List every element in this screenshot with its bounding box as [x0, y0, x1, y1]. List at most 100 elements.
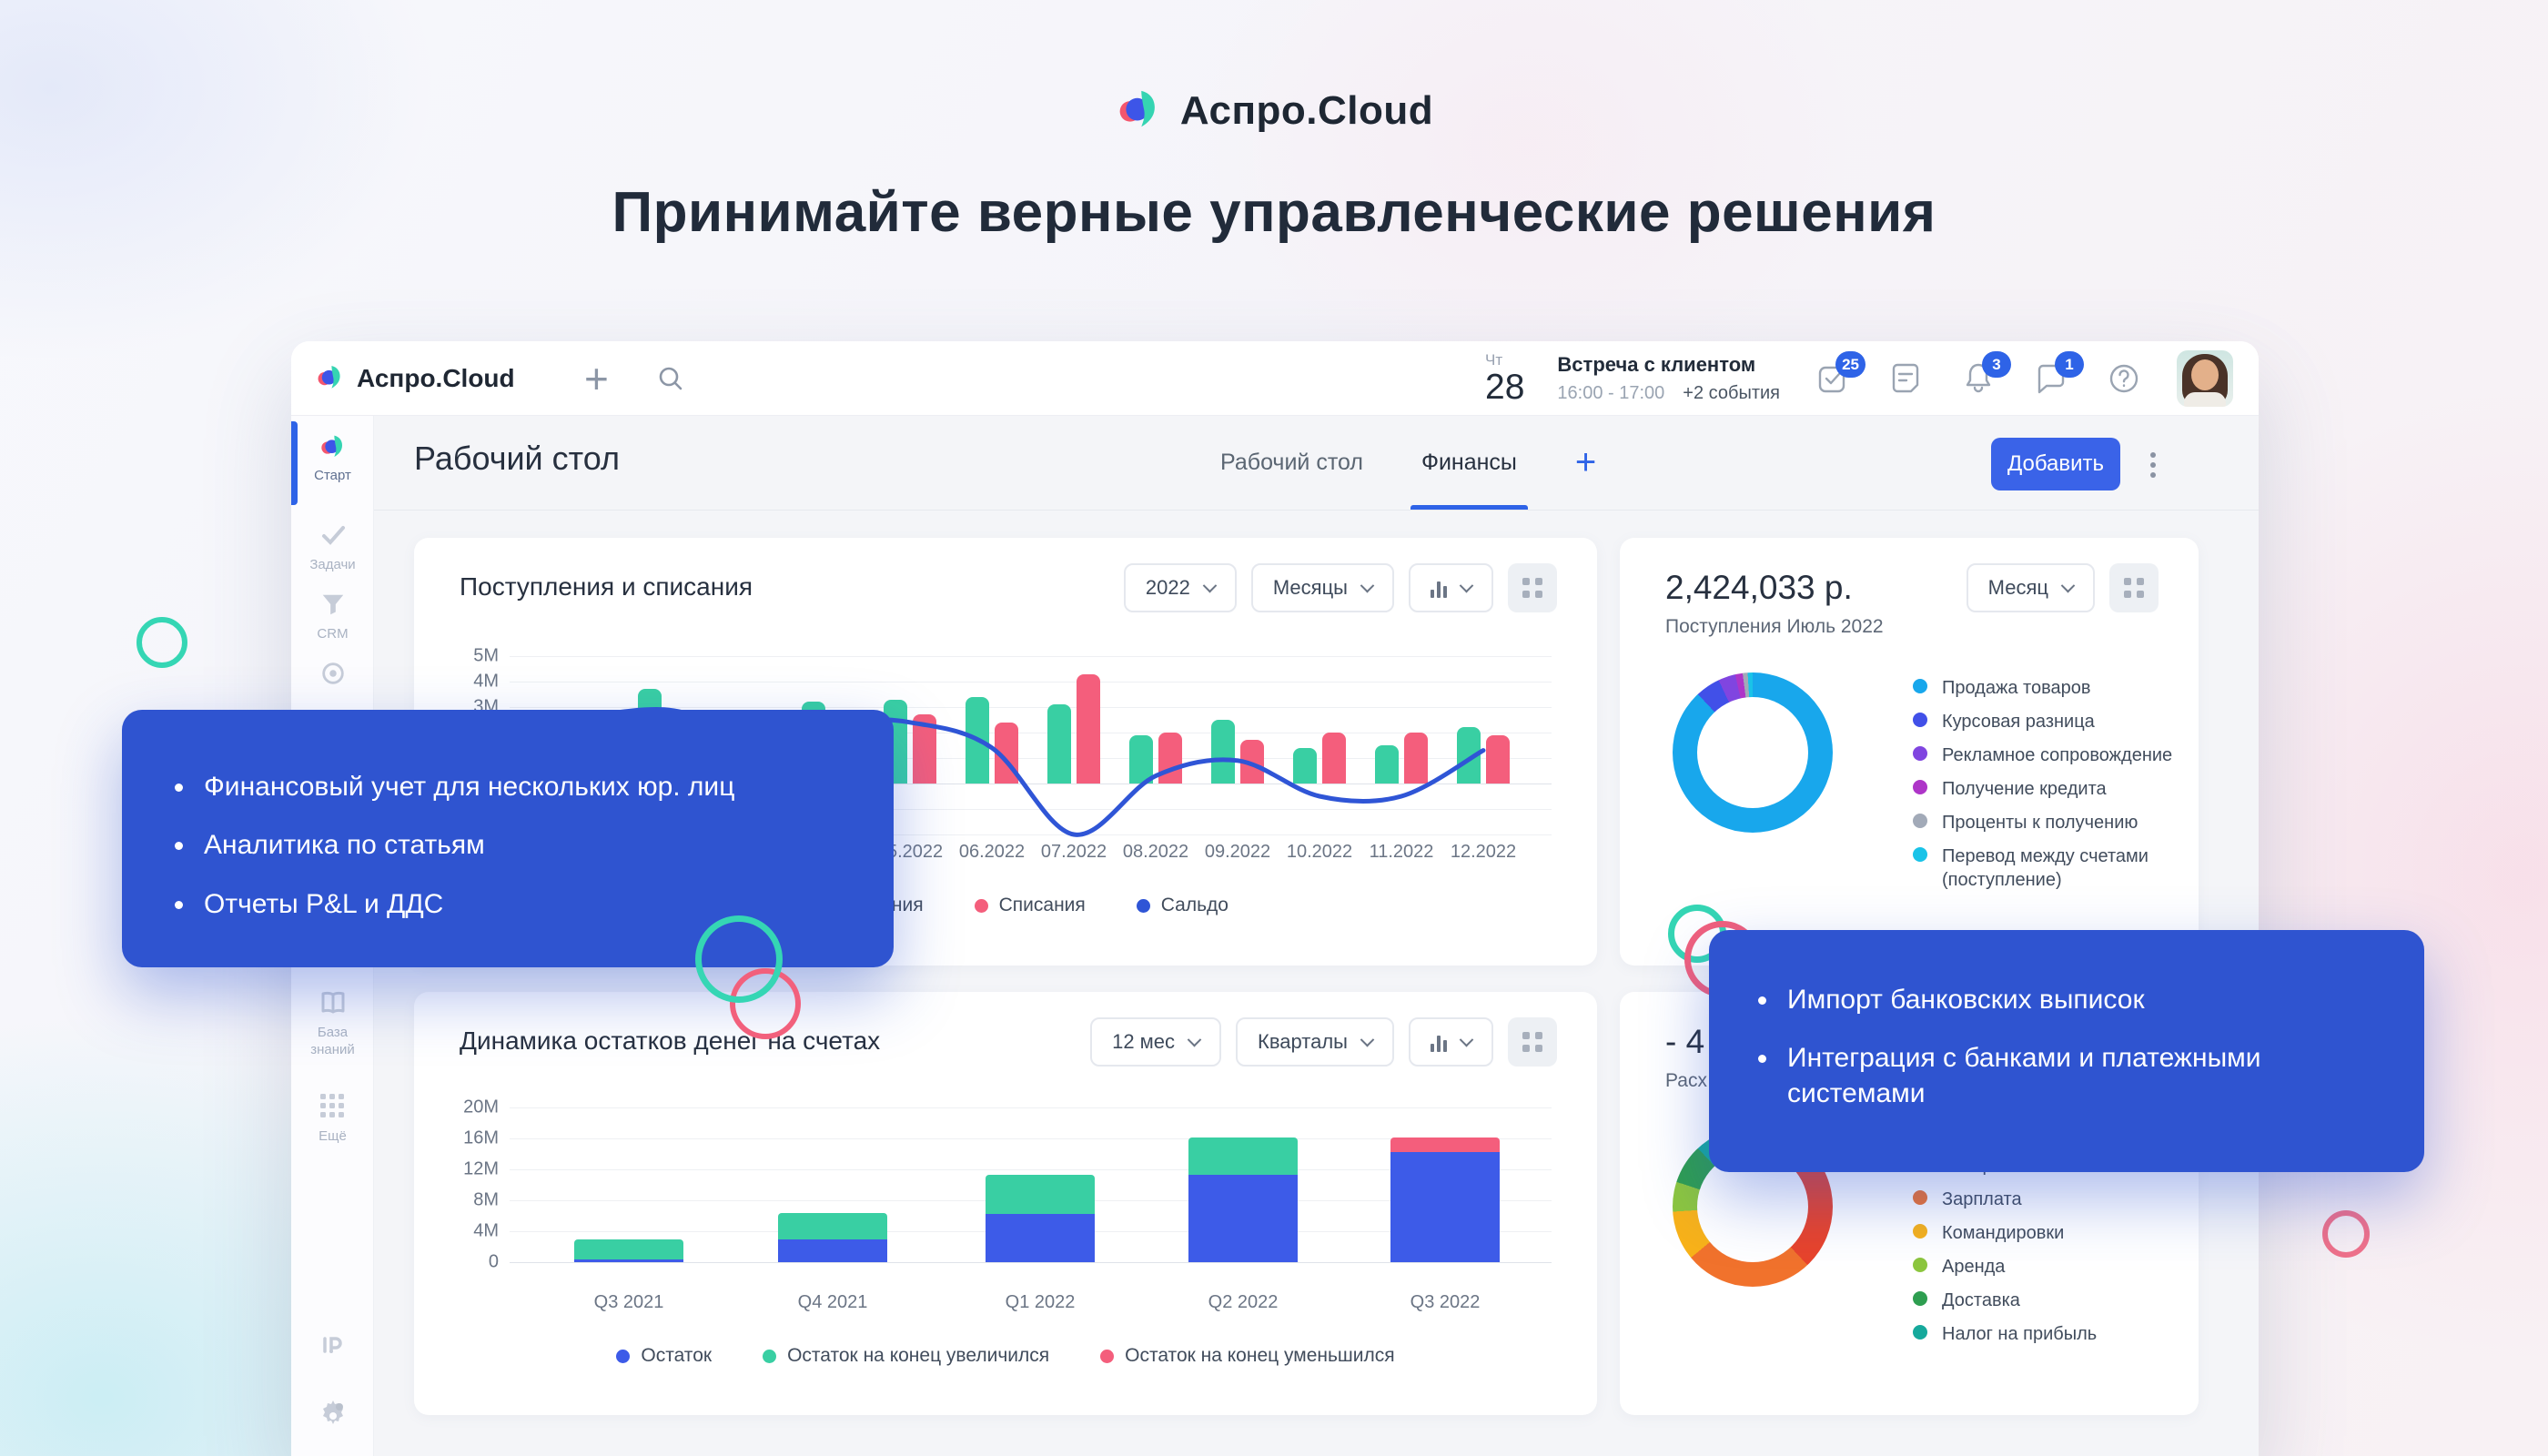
- avatar[interactable]: [2177, 350, 2233, 407]
- chevron-down-icon: [1202, 578, 1218, 592]
- legend-item: Сальдо: [1136, 895, 1228, 916]
- legend-item: Остаток на конец увеличился: [763, 1345, 1049, 1367]
- card-title: Поступления и списания: [460, 572, 753, 601]
- sidebar-item-more[interactable]: Ещё: [291, 1089, 374, 1146]
- tasks-icon[interactable]: 25: [1813, 351, 1866, 399]
- feature-callout-finance: Финансовый учет для нескольких юр. лиц Ан…: [122, 710, 894, 967]
- legend-item: Продажа товаров: [1913, 676, 2175, 700]
- sidebar-item-finance[interactable]: [291, 656, 374, 691]
- month-filter-dropdown[interactable]: Месяц: [1966, 563, 2095, 612]
- y-axis-tick: 12M: [463, 1158, 499, 1179]
- expense-subtitle: Расх: [1665, 1070, 1707, 1091]
- year-filter-dropdown[interactable]: 2022: [1123, 563, 1237, 612]
- search-icon[interactable]: [655, 363, 686, 399]
- period-filter-dropdown[interactable]: Месяцы: [1250, 563, 1394, 612]
- legend-label: Остаток: [641, 1345, 713, 1366]
- event-more: +2 события: [1683, 383, 1780, 403]
- drag-handle[interactable]: [2109, 563, 2159, 612]
- legend-label: Проценты к получению: [1942, 813, 2138, 833]
- bar-receipts: [1047, 704, 1071, 784]
- book-icon: [291, 986, 374, 1020]
- gridline: [510, 707, 1552, 708]
- bar-writeoffs: [913, 714, 936, 784]
- period-filter-dropdown[interactable]: Кварталы: [1236, 1017, 1394, 1067]
- legend-item: Командировки: [1913, 1221, 2175, 1245]
- y-axis-tick: 16M: [463, 1127, 499, 1148]
- gridline: [510, 1138, 1552, 1139]
- x-axis-label: 09.2022: [1204, 842, 1271, 862]
- legend-label: Получение кредита: [1942, 779, 2107, 799]
- coin-icon: [291, 656, 374, 691]
- add-button[interactable]: Добавить: [1991, 438, 2120, 490]
- chat-icon[interactable]: 1: [2031, 351, 2084, 399]
- drag-handle[interactable]: [1508, 563, 1557, 612]
- bell-badge: 3: [1982, 351, 2011, 378]
- sidebar-item-knowledge[interactable]: База знаний: [291, 986, 374, 1059]
- x-axis-label: 08.2022: [1122, 842, 1189, 862]
- income-donut-chart: [1673, 672, 1833, 833]
- stacked-bar-segment: [1390, 1138, 1500, 1153]
- new-tab-button[interactable]: +: [1574, 442, 1597, 482]
- legend-item: Зарплата: [1913, 1188, 2175, 1211]
- card-balance-dynamics: Динамика остатков денег на счетах 12 мес…: [414, 992, 1597, 1415]
- legend-dot: [616, 1349, 631, 1363]
- event-summary[interactable]: Встреча с клиентом 16:00 - 17:00 +2 собы…: [1557, 353, 1780, 404]
- bar-receipts: [1457, 727, 1481, 784]
- chart-type-dropdown[interactable]: [1409, 1017, 1493, 1067]
- tab-inactive[interactable]: Рабочий стол: [1220, 450, 1363, 475]
- bar-writeoffs: [1322, 733, 1346, 784]
- page-title: Принимайте верные управленческие решения: [612, 181, 1936, 244]
- bar-receipts: [1293, 747, 1317, 784]
- gridline: [510, 1169, 1552, 1170]
- drag-handle[interactable]: [1508, 1017, 1557, 1067]
- sidebar-item-start[interactable]: Старт: [291, 421, 374, 505]
- balance-chart: 0 4M 8M 12M 16M 20M Q3 2021 Q4 2021 Q1 2022 Q2 20…: [455, 1092, 1556, 1356]
- notes-icon[interactable]: [1886, 359, 1926, 399]
- range-filter-dropdown[interactable]: 12 мес: [1090, 1017, 1222, 1067]
- sidebar-item-crm[interactable]: CRM: [291, 587, 374, 643]
- bell-icon[interactable]: 3: [1958, 351, 2011, 399]
- income-amount: 2,424,033 р.: [1665, 569, 1853, 606]
- kebab-menu-icon[interactable]: [2135, 447, 2171, 483]
- sidebar-item-label: Задачи: [309, 557, 356, 572]
- chevron-down-icon: [1459, 578, 1474, 592]
- callout-bullet: Импорт банковских выписок: [1756, 983, 2384, 1017]
- legend-item: Остаток на конец уменьшился: [1100, 1345, 1395, 1367]
- callout-bullet: Финансовый учет для нескольких юр. лиц: [173, 770, 848, 804]
- create-button[interactable]: +: [584, 355, 609, 402]
- weekday-label: Чт: [1485, 351, 1503, 369]
- stacked-bar-segment: [986, 1214, 1095, 1262]
- decor-ring-teal: [136, 617, 187, 668]
- bar-chart-icon: [1431, 578, 1447, 598]
- bar-writeoffs: [1486, 734, 1510, 784]
- chart-type-dropdown[interactable]: [1409, 563, 1493, 612]
- legend-label: Рекламное сопровождение: [1942, 745, 2173, 765]
- y-axis-tick: 0: [488, 1251, 499, 1272]
- event-title: Встреча с клиентом: [1557, 353, 1756, 376]
- calendar-date[interactable]: Чт 28: [1485, 352, 1524, 405]
- legend-dot: [1913, 713, 1927, 727]
- funnel-icon: [291, 587, 374, 622]
- bar-receipts: [1211, 720, 1235, 784]
- sidebar-item-apps[interactable]: [291, 1328, 374, 1362]
- bar-receipts: [966, 696, 989, 784]
- topbar-brand[interactable]: Аспро.Cloud: [315, 341, 515, 416]
- tab-active[interactable]: Финансы: [1410, 416, 1528, 510]
- hero-brand: Аспро.Cloud: [0, 84, 2548, 137]
- legend-dot: [1136, 898, 1150, 913]
- legend-item: Списания: [974, 895, 1086, 916]
- x-axis-label: 12.2022: [1450, 842, 1517, 862]
- help-icon[interactable]: [2104, 359, 2144, 399]
- legend-dot: [974, 898, 988, 913]
- x-axis-label: 11.2022: [1369, 842, 1434, 862]
- legend-dot: [763, 1349, 777, 1363]
- workspace-title: Рабочий стол: [414, 440, 620, 477]
- bar-writeoffs: [1404, 733, 1428, 784]
- sidebar-item-settings[interactable]: [291, 1395, 374, 1430]
- legend-item: Перевод между счетами (поступление): [1913, 844, 2175, 892]
- chart-legend: Остаток Остаток на конец увеличился Остато…: [414, 1345, 1597, 1367]
- legend-dot: [1913, 679, 1927, 693]
- sidebar-item-tasks[interactable]: Задачи: [291, 518, 374, 574]
- gridline: [510, 656, 1552, 657]
- x-axis-label: Q4 2021: [797, 1292, 868, 1312]
